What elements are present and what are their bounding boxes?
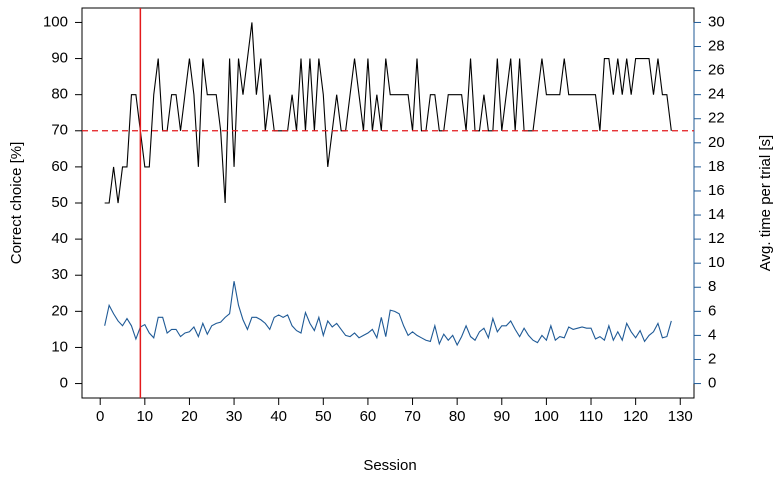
- x-tick-label: 100: [534, 408, 559, 425]
- y2-tick-label: 16: [708, 182, 725, 199]
- x-tick-label: 80: [449, 408, 466, 425]
- x-tick-label: 30: [226, 408, 243, 425]
- x-tick-label: 90: [493, 408, 510, 425]
- y2-tick-label: 8: [708, 278, 716, 295]
- y-tick-label: 80: [51, 86, 68, 103]
- x-tick-label: 10: [136, 408, 153, 425]
- y2-axis-title: Avg. time per trial [s]: [757, 135, 774, 271]
- y2-tick-label: 24: [708, 86, 725, 103]
- y2-tick-label: 22: [708, 110, 725, 127]
- x-tick-label: 60: [360, 408, 377, 425]
- y-tick-label: 30: [51, 266, 68, 283]
- y2-tick-label: 6: [708, 302, 716, 319]
- y2-tick-label: 10: [708, 254, 725, 271]
- y2-tick-label: 26: [708, 62, 725, 79]
- y-tick-label: 70: [51, 122, 68, 139]
- y-axis-title: Correct choice [%]: [8, 142, 25, 265]
- x-tick-label: 120: [623, 408, 648, 425]
- x-tick-label: 0: [96, 408, 104, 425]
- y2-tick-label: 2: [708, 350, 716, 367]
- x-tick-label: 110: [579, 408, 603, 425]
- y2-tick-label: 4: [708, 326, 716, 343]
- x-tick-label: 70: [404, 408, 421, 425]
- y2-tick-label: 20: [708, 134, 725, 151]
- y-tick-label: 50: [51, 194, 68, 211]
- x-tick-label: 20: [181, 408, 198, 425]
- x-tick-label: 50: [315, 408, 332, 425]
- y-tick-label: 100: [43, 13, 68, 30]
- x-tick-label: 40: [270, 408, 287, 425]
- y2-tick-label: 30: [708, 13, 725, 30]
- y2-tick-label: 28: [708, 37, 725, 54]
- y2-tick-label: 14: [708, 206, 725, 223]
- y-tick-label: 60: [51, 158, 68, 175]
- plot-box: [81, 7, 695, 399]
- y-tick-label: 10: [51, 338, 68, 355]
- y2-tick-label: 0: [708, 375, 716, 392]
- x-tick-label: 130: [668, 408, 693, 425]
- series-line: [104, 281, 672, 347]
- x-axis-title: Session: [363, 457, 416, 474]
- y-tick-label: 90: [51, 50, 68, 67]
- series-line: [104, 22, 672, 204]
- y2-tick-label: 18: [708, 158, 725, 175]
- y-tick-label: 40: [51, 230, 68, 247]
- y-tick-label: 0: [60, 375, 68, 392]
- y-tick-label: 20: [51, 302, 68, 319]
- y2-tick-label: 12: [708, 230, 725, 247]
